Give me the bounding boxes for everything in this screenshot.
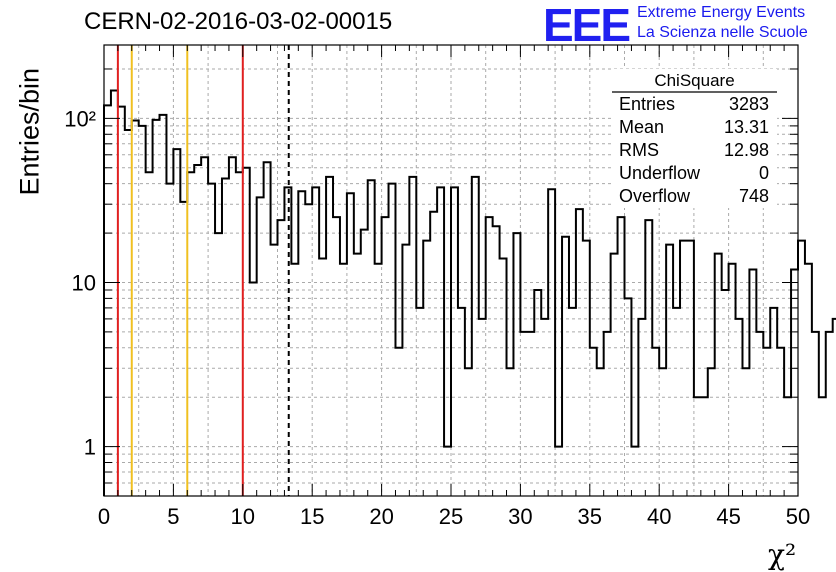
x-tick-label: 5 <box>167 504 179 529</box>
y-tick-label: 1 <box>84 435 96 460</box>
stats-label: Entries <box>619 94 675 114</box>
stats-value: 12.98 <box>724 140 769 160</box>
logo-text-line1: Extreme Energy Events <box>637 4 806 21</box>
eee-logo: EEE <box>543 0 631 51</box>
chart-title: CERN-02-2016-03-02-00015 <box>84 8 393 35</box>
stats-label: Underflow <box>619 163 701 183</box>
stats-value: 13.31 <box>724 117 769 137</box>
stats-label: Overflow <box>619 186 691 206</box>
x-tick-label: 35 <box>578 504 602 529</box>
x-tick-label: 25 <box>439 504 463 529</box>
x-tick-label: 30 <box>508 504 532 529</box>
y-axis-label: Entries/bin <box>14 67 45 196</box>
stats-label: RMS <box>619 140 659 160</box>
x-tick-label: 10 <box>231 504 255 529</box>
stats-value: 748 <box>739 186 769 206</box>
stats-label: Mean <box>619 117 664 137</box>
histogram-series <box>103 89 836 496</box>
stats-title: ChiSquare <box>654 71 734 90</box>
x-axis-label: χ² <box>768 538 797 571</box>
stats-value: 0 <box>759 163 769 183</box>
x-tick-label: 45 <box>716 504 740 529</box>
y-tick-label: 10 <box>72 270 96 295</box>
x-tick-label: 40 <box>647 504 671 529</box>
x-tick-label: 20 <box>369 504 393 529</box>
x-tick-label: 0 <box>98 504 110 529</box>
x-tick-label: 50 <box>786 504 810 529</box>
x-tick-label: 15 <box>300 504 324 529</box>
logo-text-line2: La Scienza nelle Scuole <box>637 24 808 41</box>
stats-value: 3283 <box>729 94 769 114</box>
y-tick-label: 10² <box>64 106 96 131</box>
